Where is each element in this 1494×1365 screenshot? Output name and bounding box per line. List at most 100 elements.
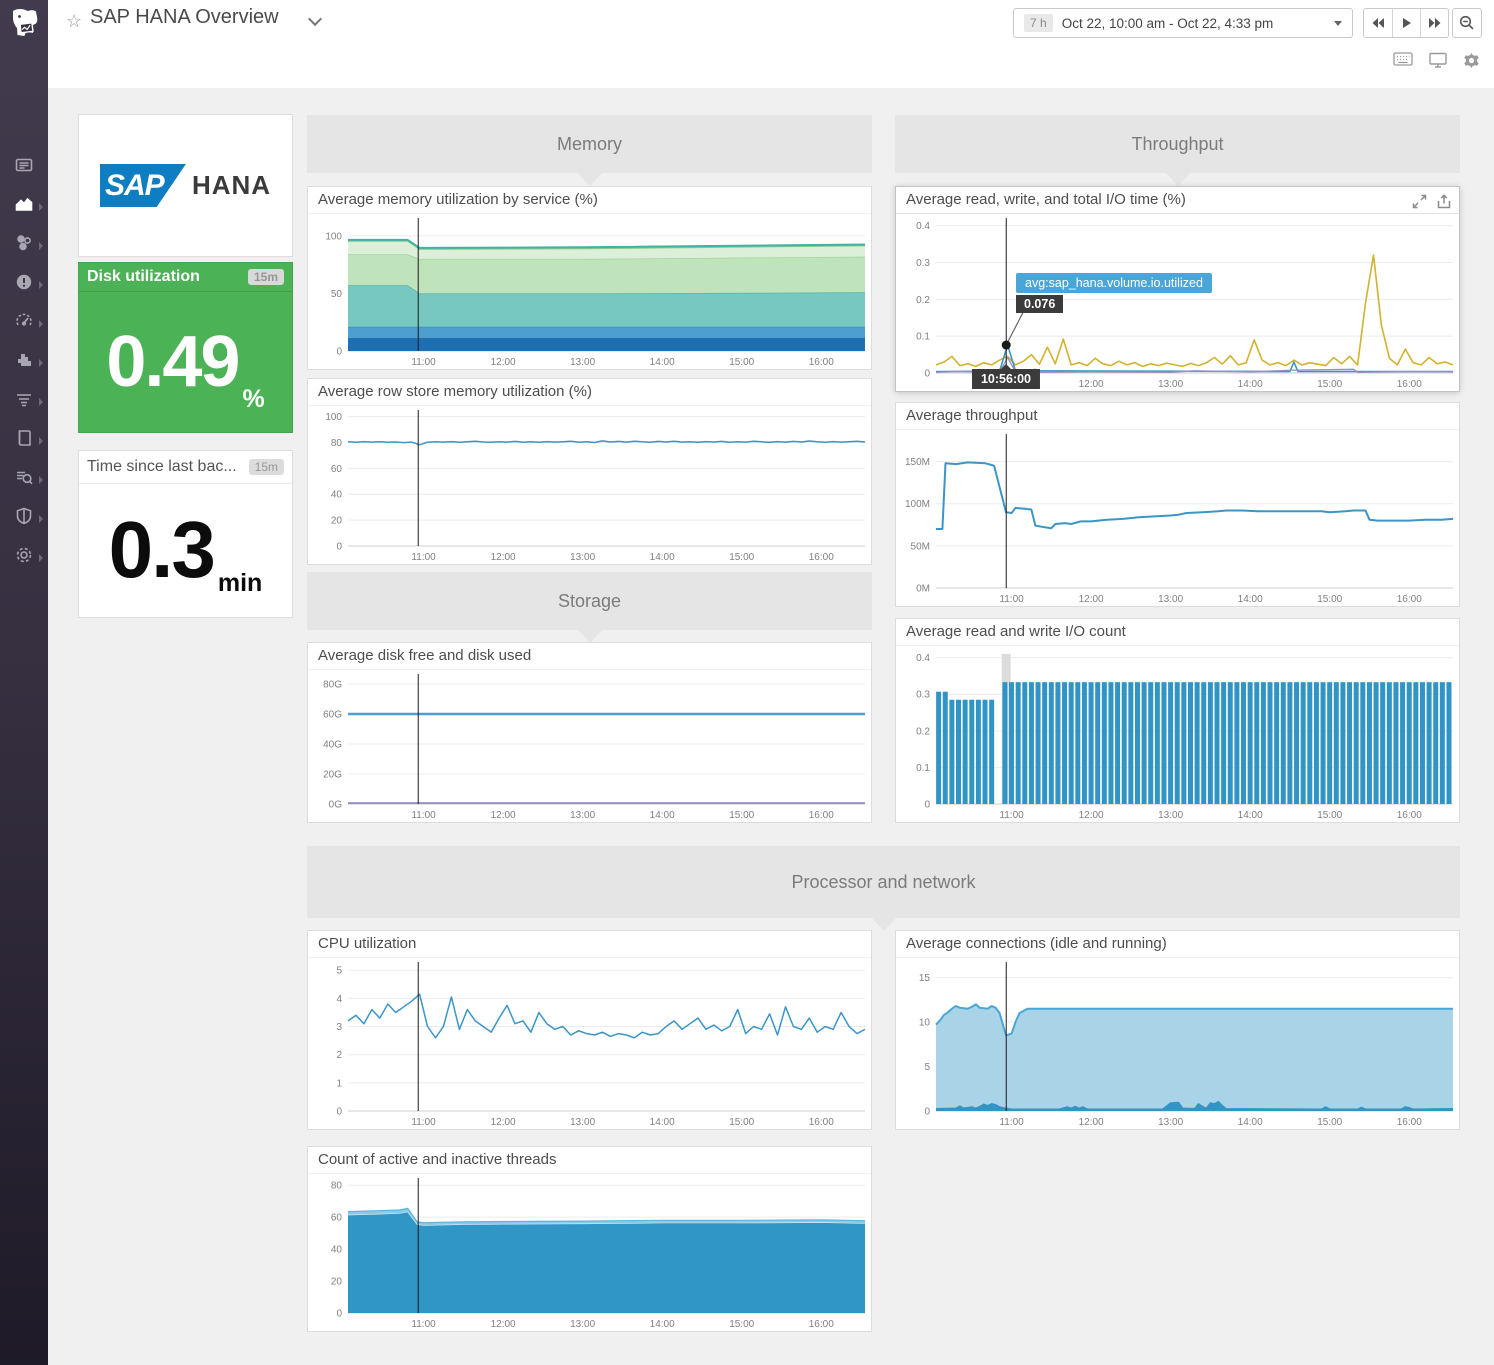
sidebar-item-settings[interactable]: [0, 538, 48, 577]
chart-panel-row-store-memory[interactable]: Average row store memory utilization (%)…: [307, 378, 872, 565]
chart-panel-cpu[interactable]: CPU utilization 0 1 2 3 4 5 11:00 12:00 13:00 14:…: [307, 930, 872, 1130]
time-range-selector[interactable]: 7 h Oct 22, 10:00 am - Oct 22, 4:33 pm: [1013, 8, 1353, 38]
integrations-icon: [14, 350, 34, 375]
svg-text:13:00: 13:00: [570, 1117, 595, 1128]
chart-panel-connections[interactable]: Average connections (idle and running) 0…: [895, 930, 1460, 1130]
svg-text:14:00: 14:00: [1238, 379, 1263, 390]
sidebar-item-events[interactable]: [0, 148, 48, 187]
group-header-processor-network: Processor and network: [307, 846, 1460, 931]
svg-text:60G: 60G: [323, 710, 342, 721]
favorite-star-icon[interactable]: ☆: [66, 11, 83, 31]
chart-title: CPU utilization: [308, 931, 871, 958]
time-since-backup-value: 0.3: [108, 505, 216, 594]
sidebar-item-logs[interactable]: [0, 460, 48, 499]
svg-text:14:00: 14:00: [1238, 1117, 1263, 1128]
time-rewind-button[interactable]: [1364, 9, 1392, 37]
gear-icon[interactable]: [1463, 52, 1480, 74]
chart-panel-io-count[interactable]: Average read and write I/O count 0 0.1 0.2…: [895, 618, 1460, 823]
tv-screen-icon[interactable]: [1429, 52, 1447, 74]
svg-text:14:00: 14:00: [1238, 594, 1263, 605]
svg-text:0.3: 0.3: [916, 258, 930, 269]
sidebar-item-integrations[interactable]: [0, 343, 48, 382]
chart-panel-io-time[interactable]: Average read, write, and total I/O time …: [895, 186, 1460, 392]
svg-text:13:00: 13:00: [570, 810, 595, 821]
tooltip-metric-value: 0.076: [1016, 295, 1064, 313]
chart-threads[interactable]: 0 20 40 60 80 11:00 12:00 13:00 14:00 15:00 16:00: [308, 1174, 871, 1331]
group-header-throughput: Throughput: [895, 115, 1460, 186]
svg-text:20G: 20G: [323, 770, 342, 781]
disk-utilization-widget[interactable]: Disk utilization 15m 0.49 %: [78, 262, 293, 433]
svg-text:15:00: 15:00: [729, 1319, 754, 1330]
chevron-right-icon: [39, 397, 43, 406]
svg-text:12:00: 12:00: [1079, 594, 1104, 605]
svg-text:0.1: 0.1: [916, 763, 930, 774]
sidebar-item-notebooks[interactable]: [0, 421, 48, 460]
svg-text:0.4: 0.4: [916, 221, 930, 232]
zoom-out-button[interactable]: [1452, 8, 1482, 38]
time-since-backup-unit: min: [217, 569, 263, 597]
svg-text:13:00: 13:00: [570, 1319, 595, 1330]
svg-text:11:00: 11:00: [999, 594, 1024, 605]
time-forward-button[interactable]: [1420, 9, 1448, 37]
svg-text:150M: 150M: [905, 457, 930, 468]
svg-text:13:00: 13:00: [1158, 379, 1183, 390]
svg-text:0: 0: [336, 347, 342, 358]
svg-text:100: 100: [325, 412, 342, 423]
sap-hana-logo-card: SAP HANA: [78, 114, 293, 257]
svg-text:13:00: 13:00: [570, 357, 595, 368]
svg-text:11:00: 11:00: [411, 552, 436, 563]
chart-title: Count of active and inactive threads: [308, 1147, 871, 1174]
title-chevron-down-icon[interactable]: [307, 11, 323, 27]
svg-text:0M: 0M: [916, 584, 930, 595]
svg-text:80G: 80G: [323, 680, 342, 691]
sidebar-item-infrastructure[interactable]: [0, 226, 48, 265]
datadog-logo-icon[interactable]: [0, 0, 48, 48]
sidebar-item-apm[interactable]: [0, 382, 48, 421]
chart-panel-avg-throughput[interactable]: Average throughput 0M 50M 100M 150M 11:00 12:…: [895, 402, 1460, 607]
chart-row-store-memory[interactable]: 0 20 40 60 80 100 11:00 12:00 13:00 14:00 15:00 16:…: [308, 406, 871, 564]
keyboard-icon[interactable]: [1393, 52, 1413, 74]
infrastructure-icon: [14, 233, 34, 258]
chart-title: Average disk free and disk used: [308, 643, 871, 670]
sidebar: [0, 0, 48, 1365]
svg-text:60: 60: [331, 1213, 343, 1224]
dashboard-title: SAP HANA Overview: [90, 6, 279, 28]
sidebar-item-security[interactable]: [0, 499, 48, 538]
time-since-backup-widget[interactable]: Time since last bac... 15m 0.3 min: [78, 450, 293, 618]
svg-text:1: 1: [336, 1078, 342, 1089]
svg-text:12:00: 12:00: [491, 1319, 516, 1330]
chart-memory-by-service[interactable]: 0 50 100 11:00 12:00 13:00 14:00 15:00 16:00: [308, 214, 871, 369]
chevron-right-icon: [39, 241, 43, 250]
time-range-dropdown-icon: [1334, 20, 1342, 26]
chart-panel-disk-free-used[interactable]: Average disk free and disk used 0G 20G 40G…: [307, 642, 872, 823]
svg-text:12:00: 12:00: [1079, 379, 1104, 390]
disk-utilization-value: 0.49: [106, 322, 240, 402]
svg-text:16:00: 16:00: [1397, 1117, 1422, 1128]
chart-title: Average read, write, and total I/O time …: [896, 187, 1459, 214]
svg-text:100M: 100M: [905, 499, 930, 510]
chart-io-count[interactable]: 0 0.1 0.2 0.3 0.4 11:00 12:00 13:00 14:00 15:00 16…: [896, 646, 1459, 822]
chart-avg-throughput[interactable]: 0M 50M 100M 150M 11:00 12:00 13:00 14:00 15:00 16…: [896, 430, 1459, 606]
chart-disk-free-used[interactable]: 0G 20G 40G 60G 80G 11:00 12:00 13:00 14:00 15:00 1…: [308, 670, 871, 822]
disk-utilization-unit: %: [242, 385, 265, 413]
chart-connections[interactable]: 0 5 10 15 11:00 12:00 13:00 14:00 15:00 16:00: [896, 958, 1459, 1129]
chart-cpu[interactable]: 0 1 2 3 4 5 11:00 12:00 13:00 14:00 15:00 16:00: [308, 958, 871, 1129]
sidebar-item-monitors[interactable]: [0, 265, 48, 304]
chart-io-time[interactable]: 00.10.20.30.411:0012:0013:0014:0015:0016…: [896, 214, 1459, 391]
chart-title: Average memory utilization by service (%…: [308, 187, 871, 214]
time-play-button[interactable]: [1392, 9, 1420, 37]
time-range-duration-badge: 7 h: [1024, 14, 1053, 32]
svg-text:16:00: 16:00: [809, 357, 834, 368]
chart-panel-threads[interactable]: Count of active and inactive threads 0 20…: [307, 1146, 872, 1332]
expand-icon[interactable]: [1412, 192, 1427, 213]
svg-text:4: 4: [336, 994, 342, 1005]
sidebar-item-dashboards[interactable]: [0, 187, 48, 226]
sap-hana-logo: SAP HANA: [99, 164, 271, 207]
chart-panel-memory-by-service[interactable]: Average memory utilization by service (%…: [307, 186, 872, 370]
svg-text:0.2: 0.2: [916, 726, 930, 737]
sidebar-item-metrics[interactable]: [0, 304, 48, 343]
export-icon[interactable]: [1437, 192, 1451, 213]
svg-text:15:00: 15:00: [729, 357, 754, 368]
svg-text:14:00: 14:00: [650, 552, 675, 563]
svg-text:0: 0: [924, 1107, 930, 1118]
